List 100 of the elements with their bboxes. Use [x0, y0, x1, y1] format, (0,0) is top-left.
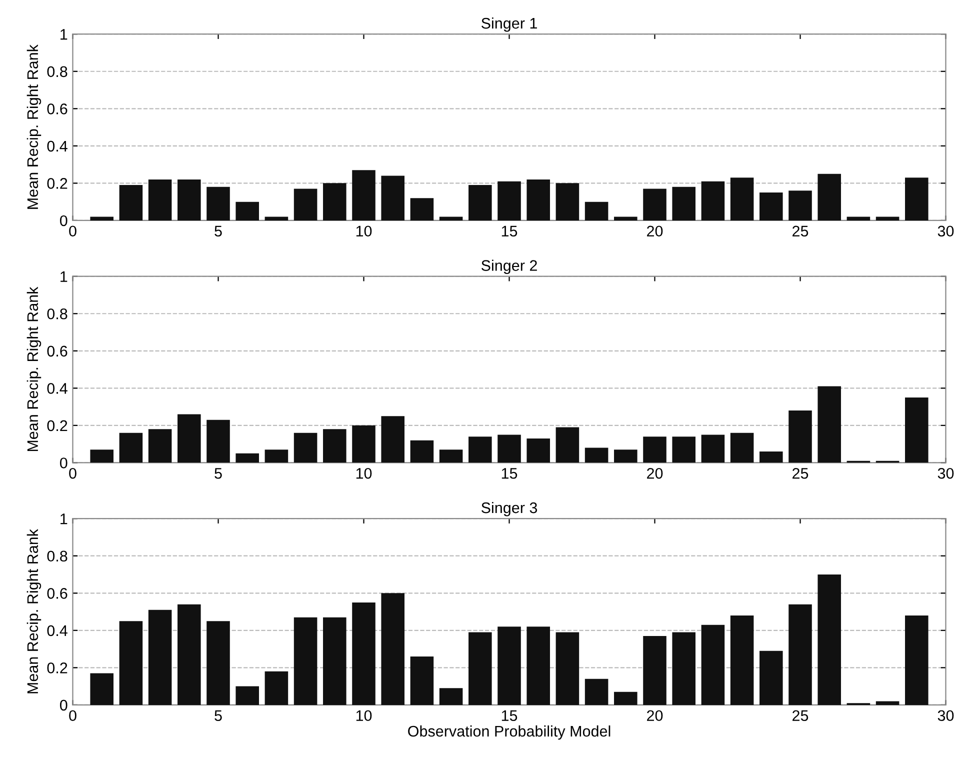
bar	[119, 185, 143, 220]
bar	[410, 198, 434, 220]
bar	[148, 179, 172, 220]
y-tick-label: 0	[60, 700, 68, 711]
x-tick-label: 15	[502, 226, 518, 237]
bar	[730, 178, 754, 220]
bar	[905, 178, 928, 220]
bar	[439, 450, 463, 463]
x-tick-label: 10	[356, 710, 372, 722]
x-tick-label: 25	[792, 226, 808, 237]
x-tick-label: 0	[69, 468, 76, 479]
y-tick-label: 0.6	[47, 346, 68, 357]
bar	[526, 179, 550, 220]
bar	[672, 186, 696, 220]
y-tick-label: 0	[60, 215, 68, 226]
y-tick-label: 0.6	[47, 588, 68, 599]
x-tick-label: 15	[502, 468, 518, 479]
chart-title: Singer 3	[481, 502, 538, 516]
bar	[788, 190, 812, 220]
bar	[760, 452, 783, 463]
bar	[584, 202, 608, 220]
bar	[294, 617, 318, 705]
bar	[905, 615, 928, 705]
x-tick-label: 20	[647, 226, 663, 237]
x-tick-label: 20	[647, 468, 663, 479]
chart-title: Singer 2	[481, 260, 537, 274]
bar	[818, 574, 841, 705]
bar	[584, 448, 608, 463]
bar	[788, 410, 812, 463]
bar	[148, 429, 172, 463]
bar	[90, 450, 114, 463]
bar	[672, 632, 696, 705]
y-tick-label: 0.4	[47, 625, 68, 636]
x-tick-label: 20	[647, 710, 663, 722]
x-axis-title: Observation Probability Model	[408, 725, 610, 740]
x-tick-label: 5	[214, 468, 222, 479]
y-tick-label: 0.2	[47, 420, 68, 432]
bar	[468, 632, 492, 705]
bar	[672, 436, 696, 463]
bar	[760, 650, 783, 705]
bar	[876, 701, 900, 705]
bar	[294, 432, 318, 463]
x-tick-label: 5	[214, 226, 222, 237]
bar	[323, 429, 346, 463]
x-tick-label: 30	[938, 710, 954, 722]
bar	[468, 185, 492, 220]
bar	[206, 420, 230, 463]
x-tick-label: 10	[356, 226, 372, 237]
y-tick-label: 0.8	[47, 66, 68, 78]
bar	[148, 610, 172, 705]
bar	[701, 434, 725, 463]
bar	[381, 593, 404, 705]
bar	[236, 453, 259, 463]
bar	[730, 615, 754, 705]
bar	[264, 671, 288, 705]
y-tick-label: 0.2	[47, 662, 68, 674]
bar	[381, 416, 404, 463]
bar	[323, 183, 346, 220]
bar	[178, 179, 201, 220]
y-tick-label: 0.2	[47, 178, 68, 189]
y-tick-label: 1	[60, 514, 68, 524]
bar	[352, 425, 376, 463]
bar	[730, 432, 754, 463]
y-tick-label: 0	[60, 458, 68, 468]
bar	[556, 632, 580, 705]
bar	[614, 692, 638, 705]
bar	[90, 673, 114, 705]
y-tick-label: 0.4	[47, 140, 68, 152]
bar	[264, 450, 288, 463]
bar	[410, 440, 434, 463]
chart-title: Singer 1	[481, 17, 537, 32]
y-tick-label: 0.4	[47, 383, 68, 394]
y-tick-label: 1	[60, 29, 68, 40]
bar	[119, 621, 143, 705]
y-tick-label: 0.6	[47, 104, 68, 114]
bar	[701, 624, 725, 705]
bar	[643, 188, 666, 220]
x-tick-label: 25	[792, 468, 808, 479]
bar	[846, 216, 870, 220]
bar	[614, 450, 638, 463]
bar	[614, 216, 638, 220]
bar	[178, 604, 201, 705]
bar	[206, 621, 230, 705]
bar	[439, 216, 463, 220]
y-tick-label: 0.8	[47, 308, 68, 320]
x-tick-label: 0	[69, 710, 76, 722]
bar	[439, 688, 463, 705]
bar	[788, 604, 812, 705]
bar	[701, 181, 725, 220]
bar	[236, 202, 259, 220]
bar	[468, 436, 492, 463]
bar	[206, 186, 230, 220]
bar	[498, 181, 521, 220]
x-tick-label: 30	[938, 226, 954, 237]
x-tick-label: 0	[69, 226, 76, 237]
bar	[818, 386, 841, 463]
bar	[352, 602, 376, 705]
bar	[410, 656, 434, 705]
y-axis-title: Mean Recip. Right Rank	[26, 286, 42, 452]
bar	[323, 617, 346, 705]
